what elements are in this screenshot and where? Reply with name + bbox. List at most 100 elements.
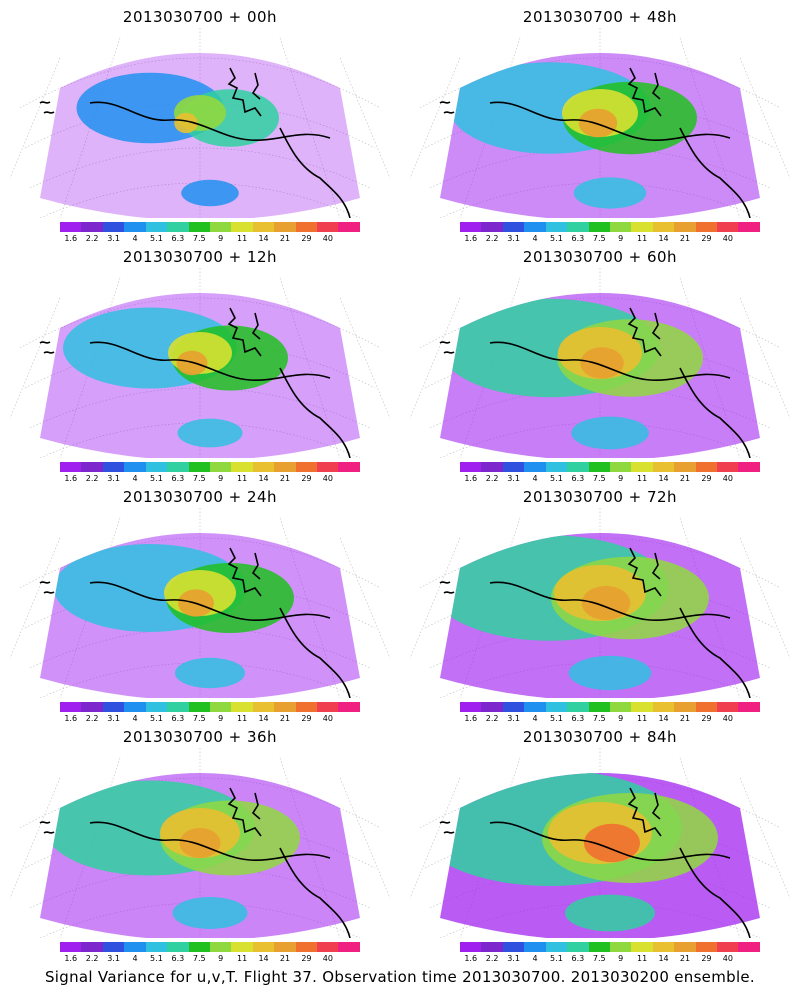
colorbar-segment bbox=[524, 702, 546, 712]
colorbar-segment bbox=[631, 462, 653, 472]
colorbar-segment bbox=[588, 222, 610, 232]
colorbar-segment bbox=[695, 222, 718, 232]
colorbar-segment bbox=[460, 462, 482, 472]
colorbar-tick-label: 3.1 bbox=[507, 474, 520, 483]
colorbar-tick-label: 14 bbox=[658, 474, 669, 483]
variance-map bbox=[409, 748, 791, 938]
colorbar-tick-label: 11 bbox=[637, 954, 648, 963]
colorbar-tick-label: 21 bbox=[679, 234, 691, 243]
colorbar-segment bbox=[588, 942, 610, 952]
colorbar-segment bbox=[102, 462, 125, 472]
colorbar-tick-label: 21 bbox=[279, 714, 291, 723]
forecast-panel: 2013030700 + 84h bbox=[400, 720, 800, 963]
colorbar-tick-label: 5.1 bbox=[150, 474, 163, 483]
colorbar-tick-label: 4 bbox=[132, 234, 138, 243]
colorbar-segment bbox=[252, 942, 275, 952]
variance-map bbox=[409, 508, 791, 698]
colorbar-tick-label: 6.3 bbox=[571, 474, 585, 483]
colorbar-segment bbox=[567, 222, 589, 232]
colorbar-segment bbox=[145, 702, 168, 712]
colorbar-segment bbox=[167, 942, 189, 952]
colorbar-segment bbox=[209, 942, 232, 952]
colorbar-segment bbox=[274, 942, 296, 952]
colorbar-tick-label: 11 bbox=[637, 474, 648, 483]
colorbar-segment bbox=[145, 222, 168, 232]
colorbar-tick-label: 9 bbox=[618, 714, 624, 723]
colorbar-segment bbox=[317, 462, 339, 472]
colorbar-segment bbox=[481, 462, 503, 472]
colorbar-labels: 1.6 2.2 3.1 4 5.1 6.3 7.5 9 11 14 21 29 40 bbox=[460, 474, 760, 484]
forecast-panel: 2013030700 + 60h bbox=[400, 240, 800, 483]
colorbar-segment bbox=[102, 702, 125, 712]
colorbar-segment bbox=[481, 702, 503, 712]
variance-map bbox=[9, 268, 391, 458]
colorbar-segment bbox=[695, 942, 718, 952]
variance-field bbox=[40, 773, 360, 938]
colorbar-segment bbox=[567, 462, 589, 472]
variance-field bbox=[440, 533, 760, 698]
colorbar-tick-label: 3.1 bbox=[107, 474, 120, 483]
colorbar-tick-label: 4 bbox=[532, 234, 538, 243]
colorbar-segment bbox=[317, 702, 339, 712]
colorbar-tick-label: 9 bbox=[218, 954, 224, 963]
colorbar-segment bbox=[60, 462, 82, 472]
colorbar-segment bbox=[738, 702, 760, 712]
colorbar-segment bbox=[695, 702, 718, 712]
colorbar-segment bbox=[524, 222, 546, 232]
colorbar-labels: 1.6 2.2 3.1 4 5.1 6.3 7.5 9 11 14 21 29 40 bbox=[60, 234, 360, 244]
colorbar-segment bbox=[567, 942, 589, 952]
colorbar-segment bbox=[502, 462, 525, 472]
colorbar-tick-label: 4 bbox=[132, 714, 138, 723]
colorbar-tick-label: 2.2 bbox=[85, 234, 99, 243]
colorbar-tick-label: 1.6 bbox=[464, 234, 478, 243]
colorbar-segment bbox=[609, 222, 632, 232]
colorbar-segment bbox=[102, 942, 125, 952]
colorbar-labels: 1.6 2.2 3.1 4 5.1 6.3 7.5 9 11 14 21 29 40 bbox=[460, 714, 760, 724]
colorbar-segment bbox=[81, 702, 103, 712]
colorbar-segment bbox=[295, 702, 318, 712]
colorbar-tick-label: 21 bbox=[279, 474, 291, 483]
colorbar-segment bbox=[124, 462, 146, 472]
colorbar-segment bbox=[524, 942, 546, 952]
colorbar-segment bbox=[124, 942, 146, 952]
colorbar-tick-label: 5.1 bbox=[550, 234, 563, 243]
colorbar-tick-label: 40 bbox=[722, 234, 733, 243]
colorbar bbox=[460, 942, 760, 952]
colorbar-tick-label: 1.6 bbox=[464, 714, 478, 723]
colorbar-segment bbox=[524, 462, 546, 472]
colorbar-tick-label: 40 bbox=[722, 714, 733, 723]
colorbar-segment bbox=[695, 462, 718, 472]
colorbar-tick-label: 14 bbox=[258, 234, 269, 243]
coastlines bbox=[39, 67, 351, 218]
panel-title: 2013030700 + 24h bbox=[122, 488, 278, 506]
colorbar-tick-label: 11 bbox=[237, 714, 248, 723]
colorbar-segment bbox=[545, 702, 568, 712]
colorbar-tick-label: 21 bbox=[279, 234, 291, 243]
colorbar-tick-label: 6.3 bbox=[171, 234, 185, 243]
colorbar-tick-label: 2.2 bbox=[85, 714, 99, 723]
colorbar-segment bbox=[338, 702, 360, 712]
colorbar-tick-label: 6.3 bbox=[571, 954, 585, 963]
colorbar-tick-label: 29 bbox=[701, 954, 712, 963]
colorbar-tick-label: 14 bbox=[658, 714, 669, 723]
colorbar-tick-label: 7.5 bbox=[592, 474, 606, 483]
colorbar-segment bbox=[674, 942, 696, 952]
colorbar-segment bbox=[717, 222, 739, 232]
forecast-panel: 2013030700 + 12h bbox=[0, 240, 400, 483]
colorbar-segment bbox=[338, 942, 360, 952]
colorbar-tick-label: 9 bbox=[618, 234, 624, 243]
colorbar-tick-label: 7.5 bbox=[592, 954, 606, 963]
colorbar-segment bbox=[652, 702, 675, 712]
colorbar bbox=[460, 462, 760, 472]
colorbar-tick-label: 7.5 bbox=[192, 714, 206, 723]
colorbar-segment bbox=[631, 222, 653, 232]
colorbar-segment bbox=[231, 462, 253, 472]
colorbar-tick-label: 29 bbox=[301, 714, 312, 723]
colorbar-segment bbox=[188, 702, 210, 712]
colorbar-tick-label: 14 bbox=[258, 954, 269, 963]
colorbar-tick-label: 29 bbox=[301, 954, 312, 963]
colorbar-tick-label: 6.3 bbox=[171, 474, 185, 483]
variance-field bbox=[40, 533, 360, 698]
colorbar-segment bbox=[588, 462, 610, 472]
colorbar-segment bbox=[274, 462, 296, 472]
